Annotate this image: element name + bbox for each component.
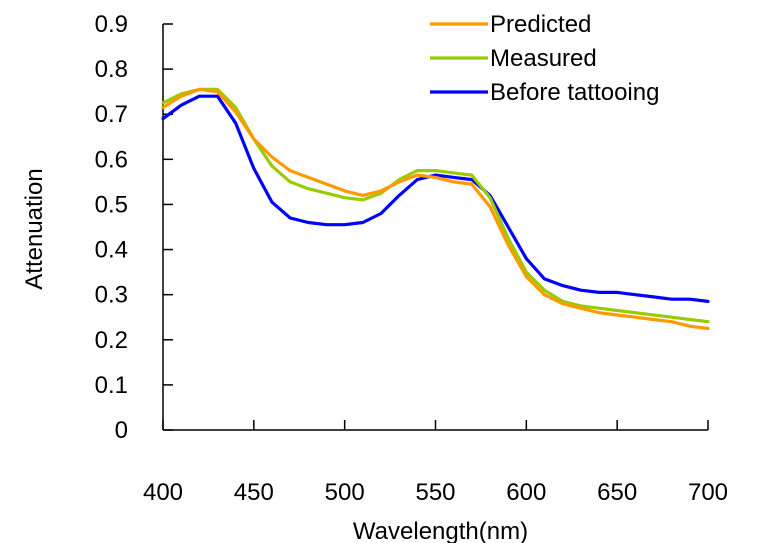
legend-label: Before tattooing [490,79,659,106]
x-ticks: 400 450 500 550 600 650 700 [143,420,728,506]
x-tick-label: 700 [688,479,728,506]
x-tick-label: 550 [415,479,455,506]
x-tick-label: 450 [234,479,274,506]
x-tick-label: 650 [597,479,637,506]
x-tick-label: 600 [506,479,546,506]
y-tick-label: 0.9 [95,11,128,38]
y-axis-title: Attenuation [21,168,48,289]
y-tick-label: 0.2 [95,327,128,354]
axes: 0 0.1 0.2 0.3 0.4 0.5 0.6 0.7 0.8 0.9 400 450 500 55… [95,11,728,506]
x-tick-label: 400 [143,479,183,506]
y-tick-label: 0.8 [95,56,128,83]
y-tick-label: 0.7 [95,101,128,128]
y-tick-label: 0.1 [95,372,128,399]
y-tick-label: 0.6 [95,146,128,173]
y-tick-label: 0 [115,417,128,444]
legend-label: Predicted [490,11,591,38]
legend: Predicted Measured Before tattooing [430,11,659,106]
series-line-predicted [161,87,710,331]
y-ticks: 0 0.1 0.2 0.3 0.4 0.5 0.6 0.7 0.8 0.9 [95,11,173,444]
x-tick-label: 500 [325,479,365,506]
y-tick-label: 0.3 [95,282,128,309]
x-axis-title: Wavelength(nm) [353,518,528,543]
legend-label: Measured [490,45,597,72]
series-layer [161,87,710,331]
series-line-before-tattooing [161,94,710,303]
y-tick-label: 0.4 [95,237,128,264]
y-tick-label: 0.5 [95,191,128,218]
